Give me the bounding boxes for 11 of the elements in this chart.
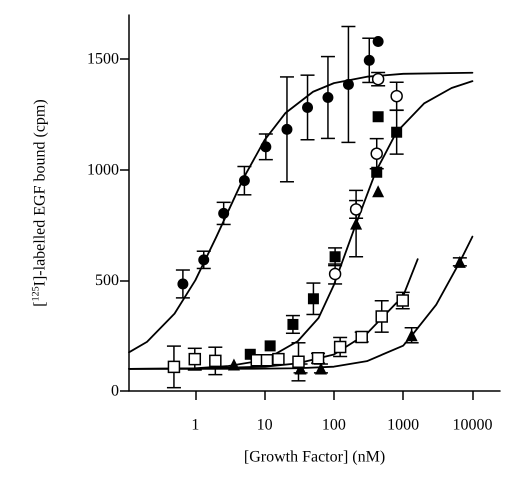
x-tick-label: 10 bbox=[256, 416, 273, 434]
x-axis-title: [Growth Factor] (nM) bbox=[244, 448, 386, 466]
y-axis-title: [125I]-labelled EGF bound (cpm) bbox=[30, 99, 48, 307]
y-tick-label: 500 bbox=[95, 272, 119, 289]
x-tick-label: 10000 bbox=[452, 416, 492, 434]
x-tick-label: 100 bbox=[322, 416, 346, 434]
x-tick-label: 1000 bbox=[387, 416, 420, 434]
y-tick-label: 0 bbox=[111, 382, 119, 400]
y-tick-label: 1000 bbox=[87, 161, 119, 178]
x-tick-label: 1 bbox=[191, 416, 200, 434]
y-tick-label: 1500 bbox=[87, 50, 119, 68]
